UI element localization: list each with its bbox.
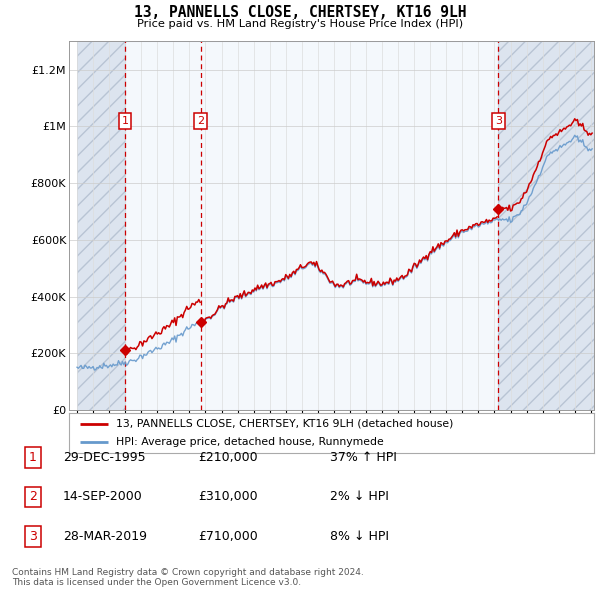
Bar (77, 41, 125, 410)
Text: £710,000: £710,000 (198, 530, 258, 543)
Bar (498, 41, 600, 410)
Text: 8% ↓ HPI: 8% ↓ HPI (330, 530, 389, 543)
Text: 28-MAR-2019: 28-MAR-2019 (63, 530, 147, 543)
Text: 3: 3 (495, 116, 502, 126)
Text: £310,000: £310,000 (198, 490, 257, 503)
Text: 2: 2 (29, 490, 37, 503)
Text: 1: 1 (29, 451, 37, 464)
Text: 13, PANNELLS CLOSE, CHERTSEY, KT16 9LH: 13, PANNELLS CLOSE, CHERTSEY, KT16 9LH (134, 5, 466, 19)
Text: 14-SEP-2000: 14-SEP-2000 (63, 490, 143, 503)
Text: 2% ↓ HPI: 2% ↓ HPI (330, 490, 389, 503)
Bar (125, 41, 498, 410)
Text: Price paid vs. HM Land Registry's House Price Index (HPI): Price paid vs. HM Land Registry's House … (137, 19, 463, 29)
Text: 2: 2 (197, 116, 205, 126)
Text: 29-DEC-1995: 29-DEC-1995 (63, 451, 146, 464)
Text: 37% ↑ HPI: 37% ↑ HPI (330, 451, 397, 464)
Text: 13, PANNELLS CLOSE, CHERTSEY, KT16 9LH (detached house): 13, PANNELLS CLOSE, CHERTSEY, KT16 9LH (… (116, 419, 454, 429)
Text: 1: 1 (122, 116, 128, 126)
Text: Contains HM Land Registry data © Crown copyright and database right 2024.
This d: Contains HM Land Registry data © Crown c… (12, 568, 364, 587)
Text: HPI: Average price, detached house, Runnymede: HPI: Average price, detached house, Runn… (116, 437, 384, 447)
Text: £210,000: £210,000 (198, 451, 257, 464)
Text: 3: 3 (29, 530, 37, 543)
